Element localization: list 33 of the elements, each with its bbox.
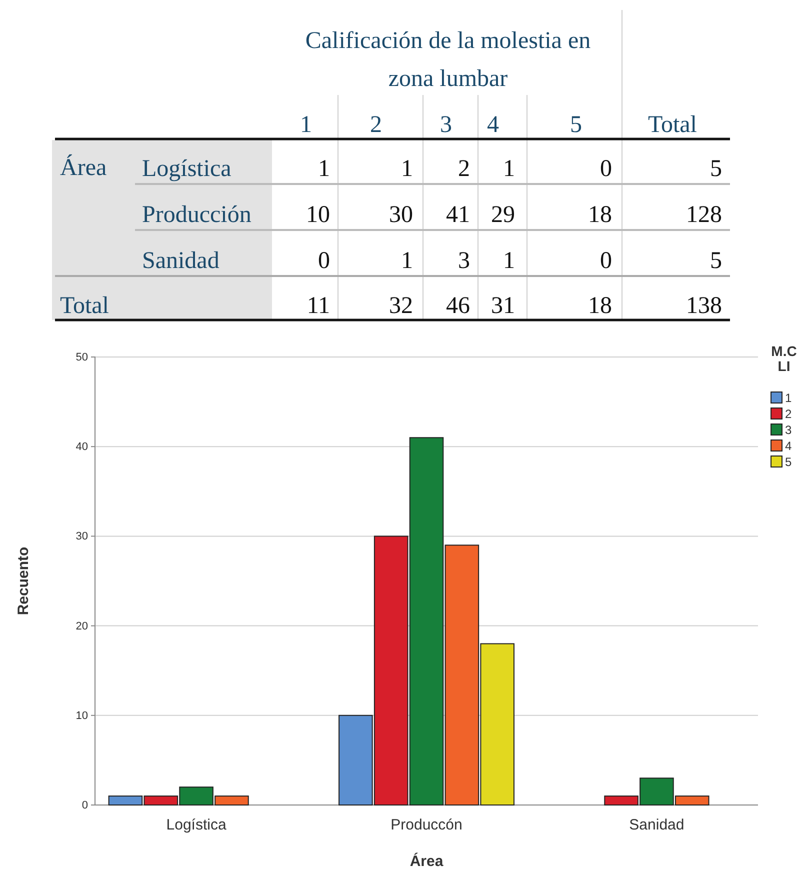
x-tick-label: Produccón — [390, 816, 462, 834]
text: Producción — [142, 202, 252, 228]
text: 5 — [570, 112, 582, 138]
text: 1 1 2 1 0 5 — [318, 156, 722, 182]
text: 4 — [487, 112, 499, 138]
y-tick-label: 40 — [76, 441, 88, 454]
y-tick-label: 0 — [82, 800, 88, 812]
text: Sanidad — [142, 248, 220, 274]
text: Total — [60, 293, 110, 319]
y-tick-label: 20 — [76, 620, 88, 632]
legend-label: 2 — [785, 407, 792, 421]
text: Total — [648, 112, 698, 138]
x-tick-label: Sanidad — [629, 816, 684, 834]
x-axis-title: Área — [410, 852, 444, 870]
text: Área — [60, 154, 107, 181]
text: 11 32 46 31 18 138 — [306, 293, 722, 319]
x-tick-label: Logística — [166, 816, 227, 834]
legend-label: 3 — [785, 423, 792, 437]
legend-title: M.C LI — [771, 343, 797, 374]
y-tick-label: 10 — [76, 710, 88, 722]
y-tick-label: 50 — [76, 352, 88, 364]
text: 2 — [370, 112, 382, 138]
legend-label: 4 — [785, 439, 792, 453]
text: 1 — [300, 112, 312, 138]
y-tick-label: 30 — [76, 530, 88, 543]
text: Calificación de la molestia en zona lumbar — [305, 28, 591, 92]
legend-label: 1 — [785, 391, 792, 405]
y-axis-title: Recuento — [15, 546, 32, 616]
text: 0 1 3 1 0 5 — [318, 248, 722, 274]
legend-label: 5 — [785, 455, 792, 469]
text: Logística — [142, 156, 232, 182]
text: 10 30 41 29 18 128 — [306, 202, 722, 228]
text: 3 — [440, 112, 452, 138]
